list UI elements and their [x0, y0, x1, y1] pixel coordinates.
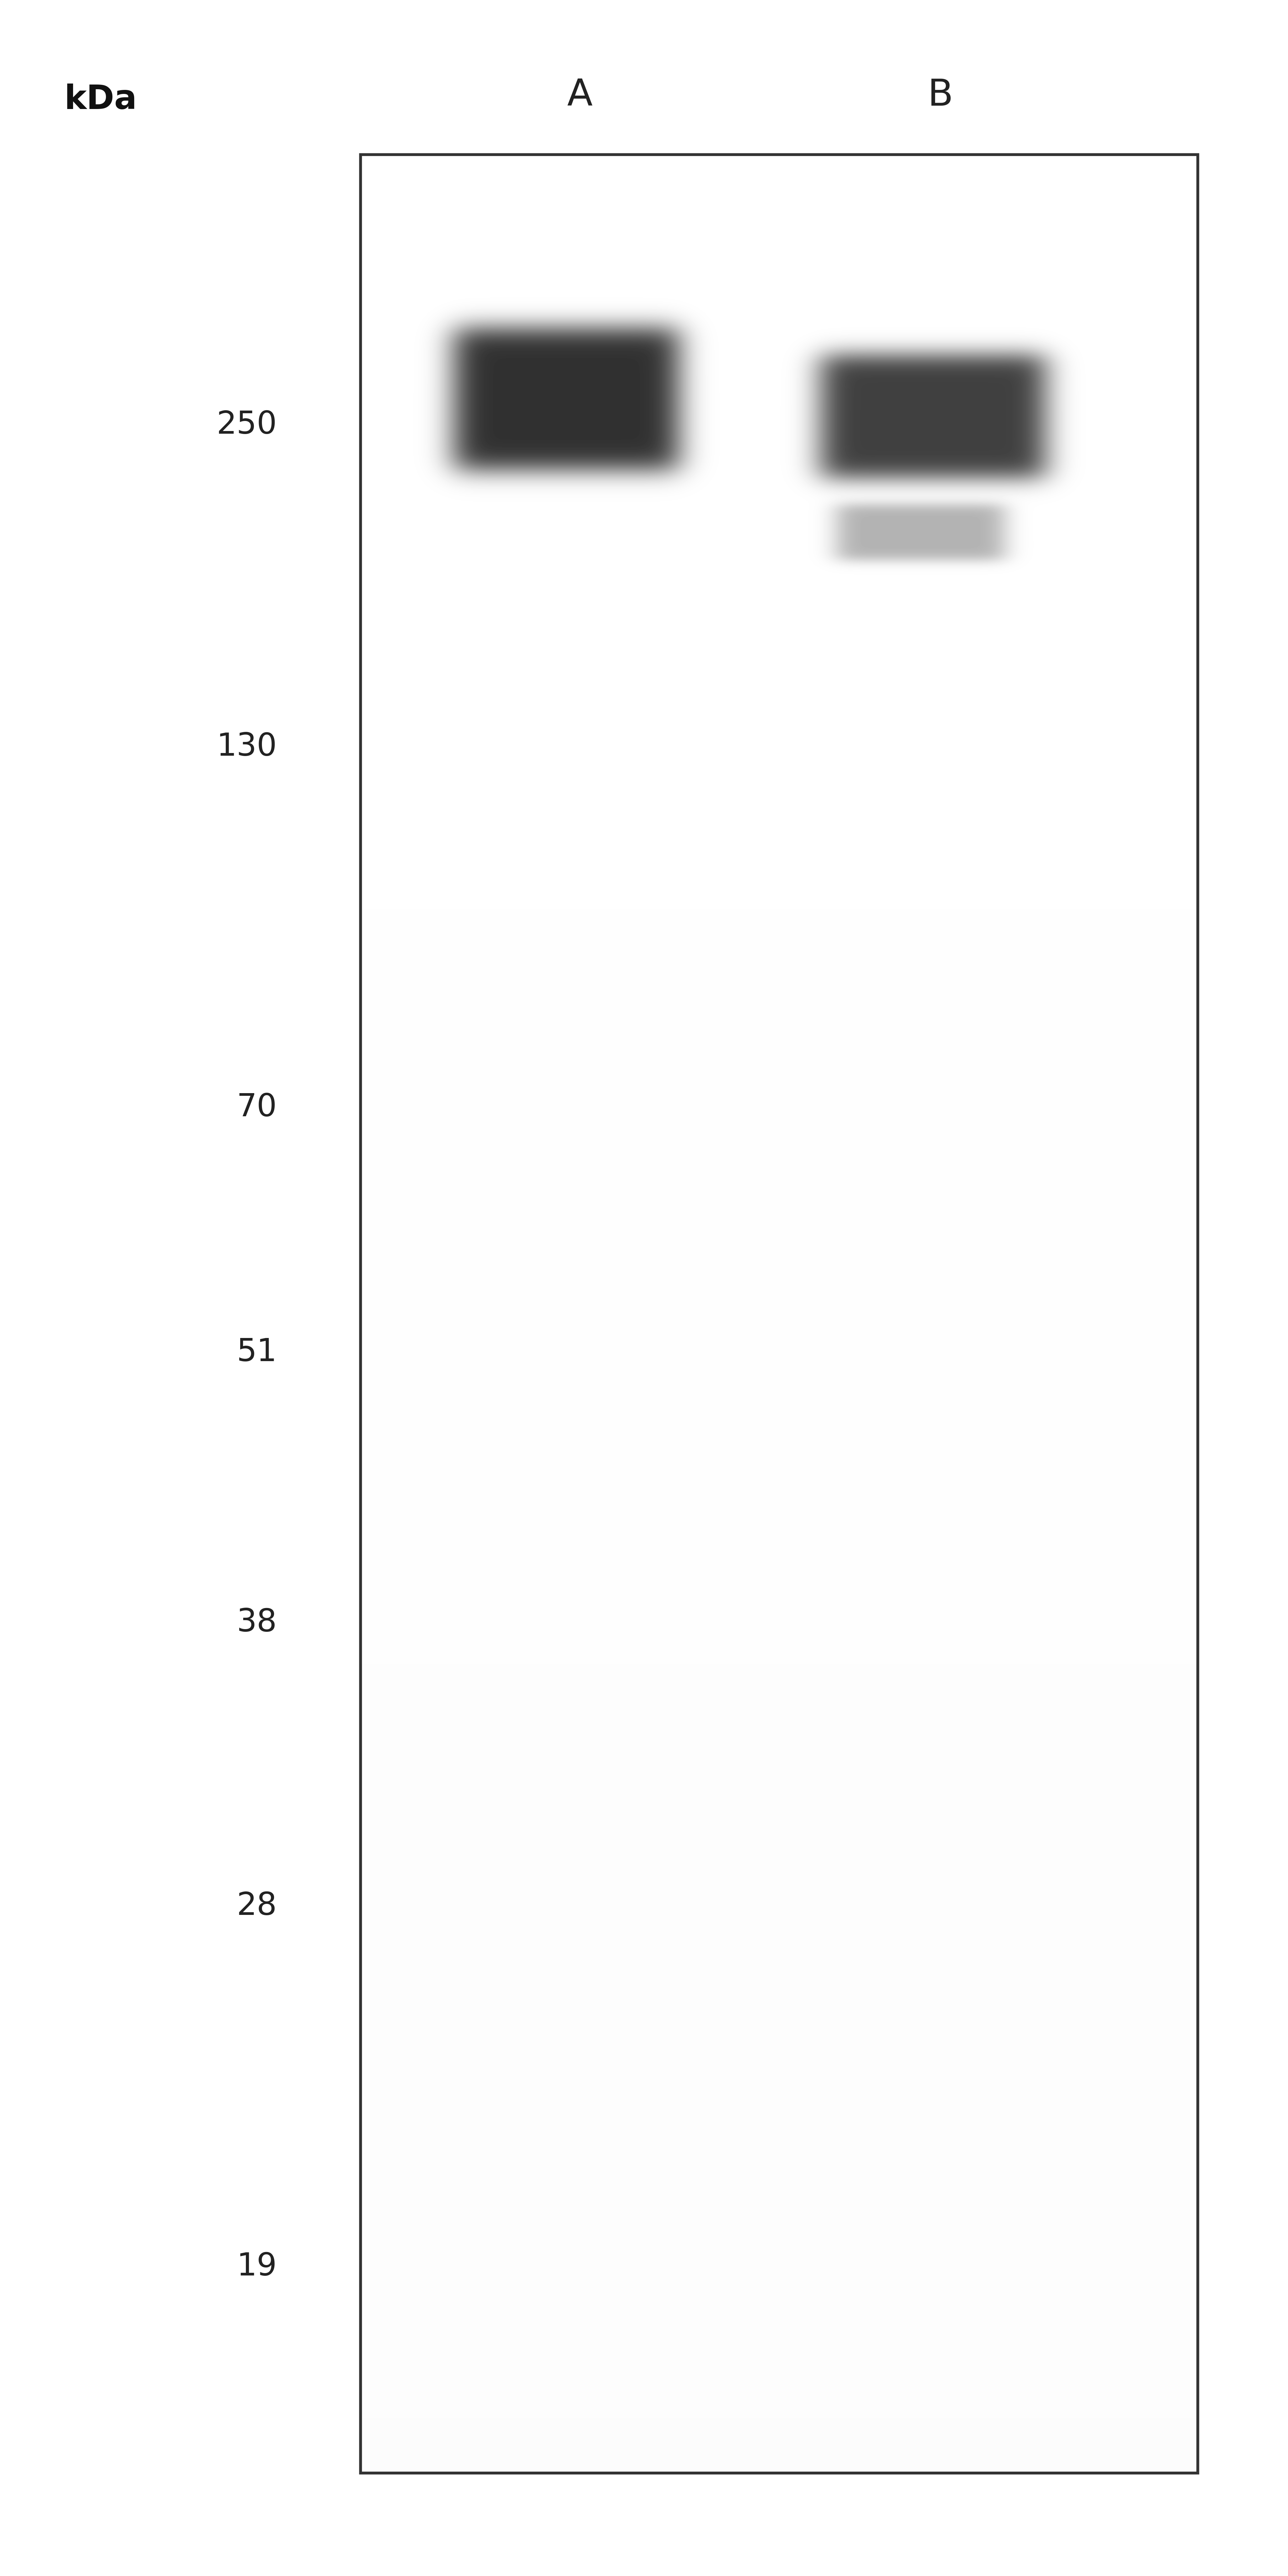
Text: B: B	[927, 77, 953, 113]
Text: 28: 28	[237, 1891, 277, 1922]
Text: A: A	[567, 77, 592, 113]
Text: 130: 130	[216, 732, 277, 762]
Text: 250: 250	[216, 410, 277, 440]
FancyBboxPatch shape	[361, 155, 1198, 2473]
Text: 19: 19	[237, 2251, 277, 2282]
Text: 51: 51	[237, 1337, 277, 1368]
Text: 38: 38	[237, 1607, 277, 1638]
Text: 70: 70	[237, 1092, 277, 1123]
Text: kDa: kDa	[64, 82, 138, 116]
